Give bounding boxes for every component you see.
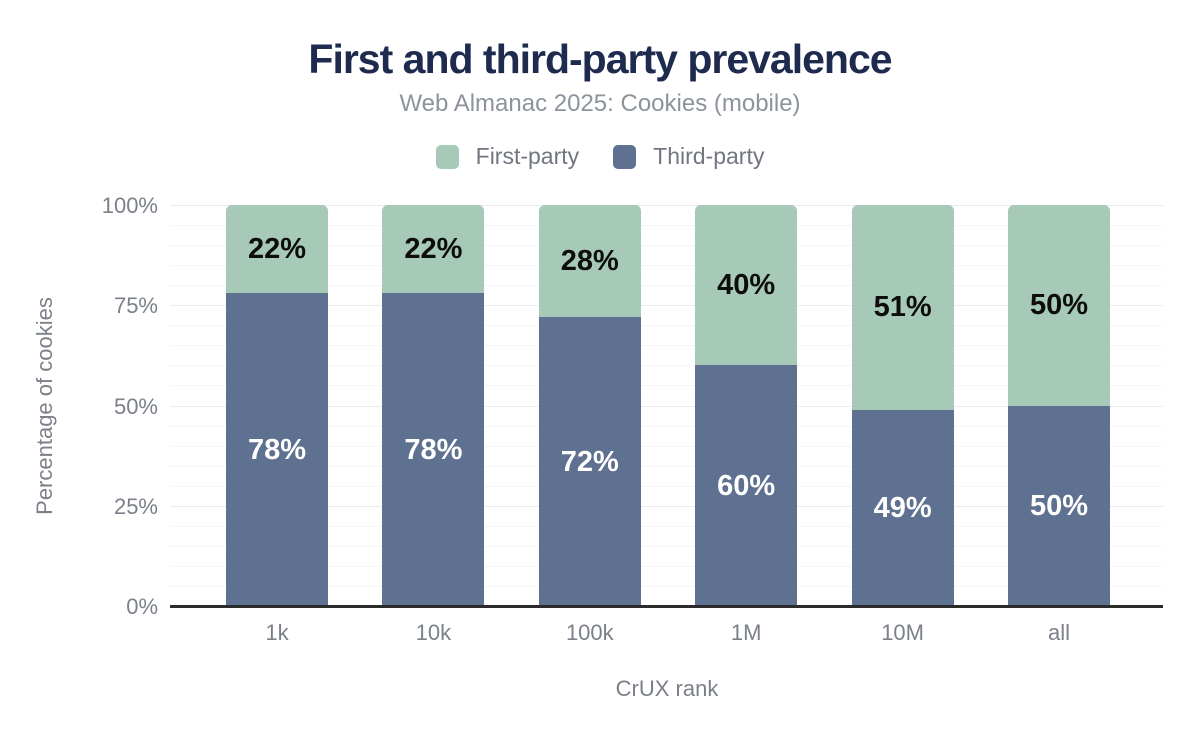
legend: First-party Third-party (0, 143, 1200, 170)
x-tick-label: 1k (265, 620, 289, 645)
minor-gridline (170, 385, 1163, 387)
legend-item-first-party[interactable]: First-party (435, 143, 580, 170)
third-party-swatch-icon (613, 144, 637, 169)
y-axis-title: Percentage of cookies (32, 297, 57, 515)
bar-segment-first-party-all[interactable] (1008, 205, 1110, 406)
chart-subtitle: Web Almanac 2025: Cookies (mobile) (399, 90, 801, 117)
bar-segment-third-party-100k[interactable] (538, 317, 641, 606)
minor-gridline (170, 265, 1163, 267)
minor-gridline (170, 285, 1163, 287)
x-tick-label: 100k (565, 620, 614, 645)
y-tick-label: 50% (113, 393, 158, 419)
chart-title: First and third-party prevalence (308, 36, 892, 82)
major-gridline (170, 405, 1163, 407)
bar-value-label-third-party: 49% (873, 491, 932, 524)
minor-gridline (170, 485, 1163, 487)
minor-gridline (170, 245, 1163, 247)
minor-gridline (170, 465, 1163, 467)
bar-segment-third-party-all[interactable] (1008, 405, 1110, 606)
bar-segment-first-party-1M[interactable] (695, 205, 798, 366)
minor-gridline (170, 545, 1163, 547)
bar-value-label-third-party: 72% (560, 445, 619, 478)
minor-gridline (170, 365, 1163, 367)
minor-gridline (170, 425, 1163, 427)
bar-segment-first-party-100k[interactable] (538, 205, 641, 318)
bar-segment-first-party-1k[interactable] (226, 205, 328, 294)
first-party-swatch-icon (435, 144, 459, 169)
bar-value-label-third-party: 78% (404, 433, 463, 466)
bar-segment-third-party-10M[interactable] (851, 409, 954, 606)
x-tick-label: all (1047, 620, 1070, 645)
x-tick-label: 1M (730, 620, 762, 645)
legend-label: First-party (475, 143, 580, 169)
bar-segment-first-party-10k[interactable] (382, 205, 485, 294)
major-gridline (170, 505, 1163, 507)
minor-gridline (170, 525, 1163, 527)
minor-gridline (170, 345, 1163, 347)
bar-segment-first-party-10M[interactable] (851, 205, 954, 410)
legend-label: Third-party (653, 143, 765, 169)
bar-value-label-first-party: 22% (247, 233, 307, 266)
x-axis-line (170, 605, 1163, 608)
minor-gridline (170, 585, 1163, 587)
bar-segment-third-party-10k[interactable] (382, 293, 485, 606)
bar-segment-third-party-1M[interactable] (695, 365, 798, 606)
minor-gridline (170, 225, 1163, 227)
x-tick-label: 10M (881, 620, 924, 645)
bar-segment-third-party-1k[interactable] (226, 293, 328, 606)
bar-value-label-first-party: 40% (717, 269, 776, 302)
x-tick-label: 10k (415, 620, 452, 645)
bar-value-label-first-party: 51% (873, 291, 932, 324)
minor-gridline (170, 565, 1163, 567)
y-tick-label: 75% (113, 293, 158, 319)
bar-value-label-first-party: 22% (404, 233, 463, 266)
bar-value-label-first-party: 28% (560, 245, 619, 278)
y-tick-label: 100% (101, 193, 158, 218)
major-gridline (170, 305, 1163, 307)
legend-item-third-party[interactable]: Third-party (613, 143, 764, 170)
minor-gridline (170, 325, 1163, 327)
bar-value-label-first-party: 50% (1029, 289, 1089, 322)
minor-gridline (170, 445, 1163, 447)
y-tick-label: 25% (113, 493, 158, 519)
major-gridline (170, 205, 1163, 206)
y-tick-label: 0% (126, 594, 158, 619)
bar-value-label-third-party: 60% (717, 469, 776, 502)
bar-value-label-third-party: 50% (1029, 489, 1089, 522)
bar-value-label-third-party: 78% (247, 433, 307, 466)
x-axis-title: CrUX rank (615, 676, 719, 701)
